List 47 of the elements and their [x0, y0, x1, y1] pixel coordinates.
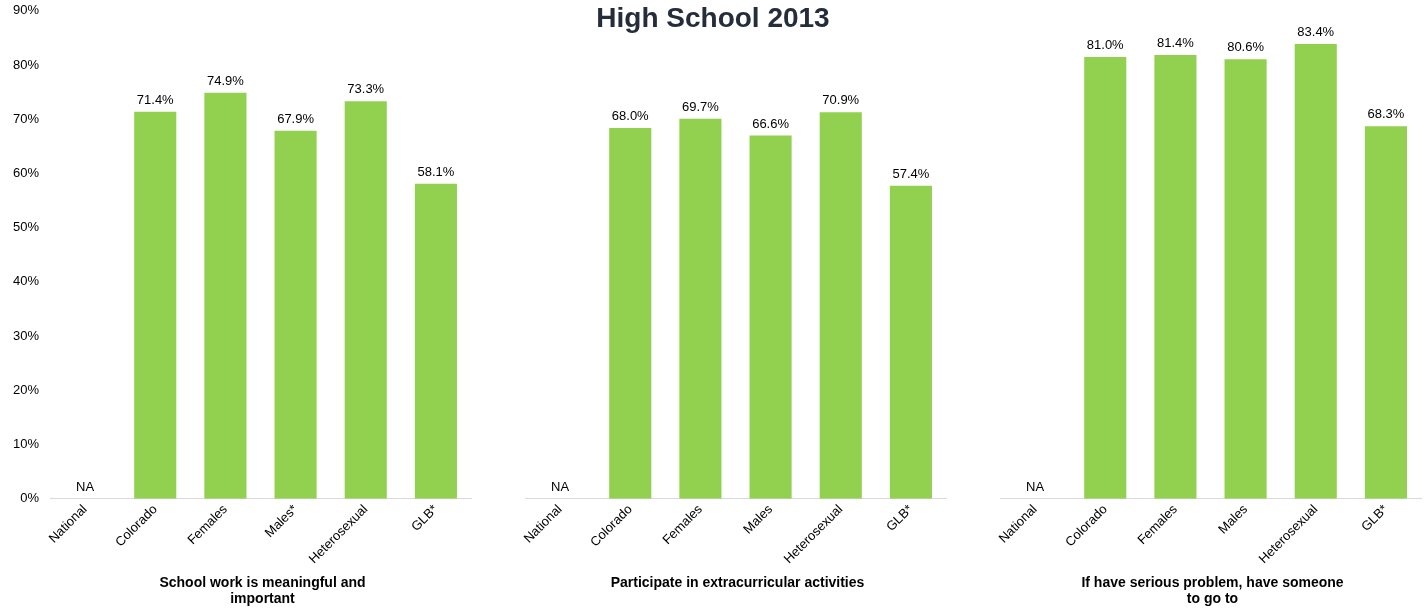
bar: [1154, 54, 1197, 499]
bar: [204, 92, 247, 499]
y-tick-label: 70%: [12, 110, 40, 126]
bar: [1224, 59, 1267, 499]
bar: [1364, 126, 1407, 499]
y-tick-label: 50%: [12, 219, 40, 235]
y-tick-label: 60%: [12, 165, 40, 181]
bar: [679, 118, 722, 499]
text: NA: [76, 478, 95, 494]
x-axis-title: If have serious problem, have someone to go to: [1080, 574, 1345, 606]
data-label: 73.3%: [347, 81, 385, 97]
y-tick-label: 10%: [12, 436, 40, 452]
data-label: 81.4%: [1156, 34, 1195, 50]
data-label: 69.7%: [681, 98, 720, 114]
bar: [344, 101, 387, 499]
y-tick-label: 90%: [12, 2, 40, 18]
bar: [414, 183, 457, 499]
data-label: 58.1%: [417, 163, 455, 179]
bar: [1294, 43, 1337, 499]
data-label: 68.3%: [1367, 106, 1405, 122]
data-label: 67.9%: [277, 110, 315, 126]
chart-title: High School 2013: [596, 2, 830, 33]
text: NA: [1026, 478, 1045, 494]
bar: [749, 135, 792, 499]
data-label: 81.0%: [1086, 37, 1125, 53]
y-tick-label: 40%: [12, 273, 40, 289]
bar: [274, 130, 317, 499]
data-label: 57.4%: [892, 165, 930, 181]
x-axis-title: Participate in extracurricular activities: [609, 574, 866, 590]
data-label: 83.4%: [1297, 24, 1335, 40]
bar: [889, 185, 932, 499]
data-label: 71.4%: [136, 91, 175, 107]
x-axis-title: School work is meaningful and important: [158, 574, 367, 606]
data-label: 68.0%: [611, 108, 650, 124]
text: NA: [551, 478, 570, 494]
y-tick-label: 0%: [20, 490, 40, 506]
y-tick-label: 30%: [12, 327, 40, 343]
data-label: 66.6%: [752, 115, 790, 131]
y-tick-label: 80%: [12, 56, 40, 72]
data-label: 70.9%: [822, 92, 860, 108]
bar: [1084, 57, 1127, 499]
data-label: 74.9%: [206, 72, 245, 88]
y-tick-label: 20%: [12, 381, 40, 397]
bar: [134, 111, 177, 499]
bar: [819, 112, 862, 499]
bar: [609, 127, 652, 499]
data-label: 80.6%: [1227, 39, 1265, 55]
